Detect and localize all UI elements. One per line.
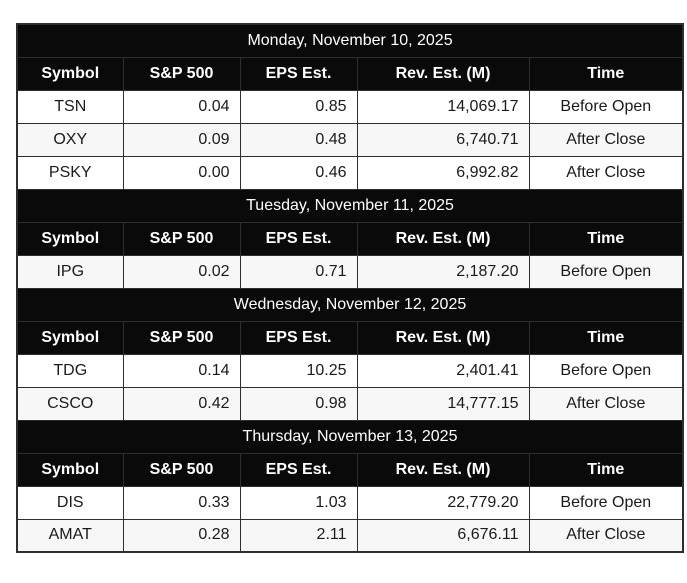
data-row-PSKY: PSKY 0.00 0.46 6,992.82 After Close	[16, 155, 684, 190]
cell-sp500: 0.33	[122, 485, 241, 520]
column-header-time: Time	[528, 452, 684, 487]
cell-time: After Close	[528, 518, 684, 553]
earnings-table: Monday, November 10, 2025 Symbol S&P 500 EP…	[16, 23, 685, 553]
cell-rev_est: 2,401.41	[356, 353, 530, 388]
column-header-symbol: Symbol	[16, 452, 124, 487]
data-row-IPG: IPG 0.02 0.71 2,187.20 Before Open	[16, 254, 684, 289]
cell-symbol: CSCO	[16, 386, 124, 421]
cell-symbol: AMAT	[16, 518, 124, 553]
cell-time: Before Open	[528, 89, 684, 124]
column-header-eps_est: EPS Est.	[239, 452, 358, 487]
column-header-symbol: Symbol	[16, 320, 124, 355]
cell-rev_est: 22,779.20	[356, 485, 530, 520]
cell-eps_est: 1.03	[239, 485, 358, 520]
cell-rev_est: 2,187.20	[356, 254, 530, 289]
column-header-rev_est: Rev. Est. (M)	[356, 452, 530, 487]
column-header-symbol: Symbol	[16, 221, 124, 256]
cell-sp500: 0.42	[122, 386, 241, 421]
cell-eps_est: 10.25	[239, 353, 358, 388]
day-header-label: Wednesday, November 12, 2025	[16, 287, 684, 322]
cell-sp500: 0.14	[122, 353, 241, 388]
cell-symbol: IPG	[16, 254, 124, 289]
data-row-DIS: DIS 0.33 1.03 22,779.20 Before Open	[16, 485, 684, 520]
cell-time: Before Open	[528, 485, 684, 520]
column-header-symbol: Symbol	[16, 56, 124, 91]
data-row-OXY: OXY 0.09 0.48 6,740.71 After Close	[16, 122, 684, 157]
cell-symbol: DIS	[16, 485, 124, 520]
earnings-table-body: Monday, November 10, 2025 Symbol S&P 500 EP…	[16, 23, 684, 553]
data-row-TSN: TSN 0.04 0.85 14,069.17 Before Open	[16, 89, 684, 124]
day-header-row: Wednesday, November 12, 2025	[16, 287, 684, 322]
column-header-sp500: S&P 500	[122, 320, 241, 355]
column-header-sp500: S&P 500	[122, 56, 241, 91]
cell-symbol: TSN	[16, 89, 124, 124]
cell-rev_est: 14,069.17	[356, 89, 530, 124]
cell-symbol: PSKY	[16, 155, 124, 190]
day-header-row: Tuesday, November 11, 2025	[16, 188, 684, 223]
cell-eps_est: 0.98	[239, 386, 358, 421]
column-header-row: Symbol S&P 500 EPS Est. Rev. Est. (M) Time	[16, 56, 684, 91]
column-header-eps_est: EPS Est.	[239, 320, 358, 355]
column-header-time: Time	[528, 320, 684, 355]
cell-eps_est: 0.46	[239, 155, 358, 190]
cell-symbol: TDG	[16, 353, 124, 388]
cell-eps_est: 0.48	[239, 122, 358, 157]
cell-sp500: 0.04	[122, 89, 241, 124]
day-header-row: Thursday, November 13, 2025	[16, 419, 684, 454]
cell-sp500: 0.09	[122, 122, 241, 157]
column-header-row: Symbol S&P 500 EPS Est. Rev. Est. (M) Time	[16, 452, 684, 487]
cell-sp500: 0.28	[122, 518, 241, 553]
data-row-AMAT: AMAT 0.28 2.11 6,676.11 After Close	[16, 518, 684, 553]
data-row-CSCO: CSCO 0.42 0.98 14,777.15 After Close	[16, 386, 684, 421]
column-header-rev_est: Rev. Est. (M)	[356, 56, 530, 91]
cell-sp500: 0.00	[122, 155, 241, 190]
cell-time: Before Open	[528, 353, 684, 388]
day-header-label: Tuesday, November 11, 2025	[16, 188, 684, 223]
column-header-time: Time	[528, 56, 684, 91]
cell-rev_est: 14,777.15	[356, 386, 530, 421]
column-header-eps_est: EPS Est.	[239, 56, 358, 91]
day-header-label: Thursday, November 13, 2025	[16, 419, 684, 454]
cell-time: After Close	[528, 386, 684, 421]
cell-time: Before Open	[528, 254, 684, 289]
cell-rev_est: 6,676.11	[356, 518, 530, 553]
cell-time: After Close	[528, 155, 684, 190]
column-header-rev_est: Rev. Est. (M)	[356, 320, 530, 355]
cell-rev_est: 6,740.71	[356, 122, 530, 157]
cell-symbol: OXY	[16, 122, 124, 157]
cell-time: After Close	[528, 122, 684, 157]
column-header-row: Symbol S&P 500 EPS Est. Rev. Est. (M) Time	[16, 221, 684, 256]
data-row-TDG: TDG 0.14 10.25 2,401.41 Before Open	[16, 353, 684, 388]
column-header-eps_est: EPS Est.	[239, 221, 358, 256]
cell-eps_est: 0.85	[239, 89, 358, 124]
day-header-label: Monday, November 10, 2025	[16, 23, 684, 58]
cell-rev_est: 6,992.82	[356, 155, 530, 190]
column-header-time: Time	[528, 221, 684, 256]
column-header-row: Symbol S&P 500 EPS Est. Rev. Est. (M) Time	[16, 320, 684, 355]
cell-eps_est: 2.11	[239, 518, 358, 553]
cell-eps_est: 0.71	[239, 254, 358, 289]
day-header-row: Monday, November 10, 2025	[16, 23, 684, 58]
column-header-sp500: S&P 500	[122, 221, 241, 256]
column-header-rev_est: Rev. Est. (M)	[356, 221, 530, 256]
column-header-sp500: S&P 500	[122, 452, 241, 487]
cell-sp500: 0.02	[122, 254, 241, 289]
